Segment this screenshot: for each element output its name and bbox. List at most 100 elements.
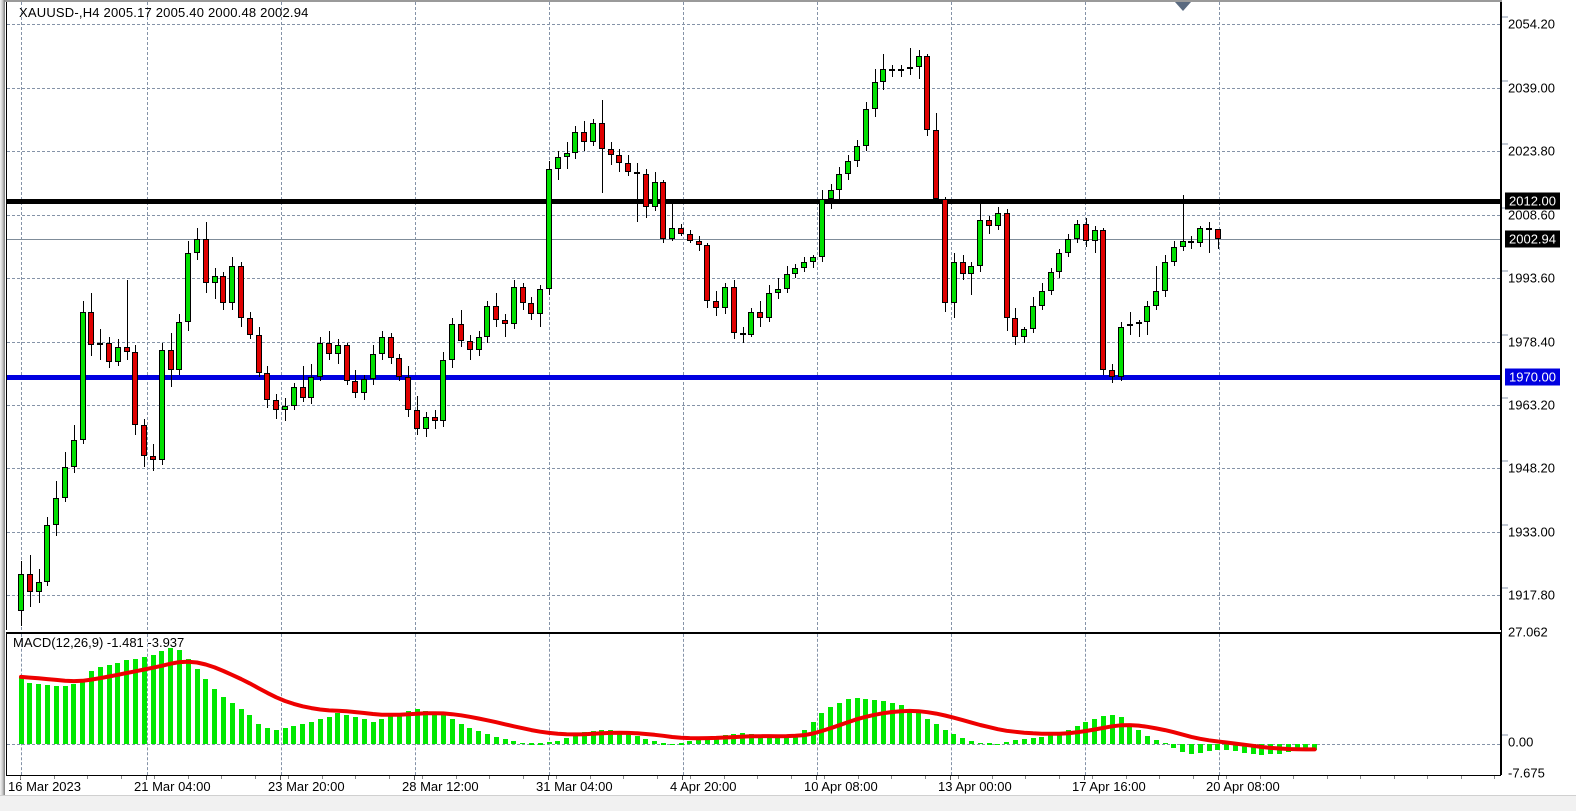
macd-histogram-bar xyxy=(916,713,922,744)
left-scroll-gutter[interactable] xyxy=(0,0,5,795)
candle-body xyxy=(62,466,68,499)
candle-wick xyxy=(910,48,911,76)
macd-histogram-bar xyxy=(203,678,209,744)
macd-histogram-bar xyxy=(273,729,279,744)
macd-histogram-bar xyxy=(229,703,235,744)
price-time-gridline-0 xyxy=(21,2,22,630)
price-level-tag-support[interactable]: 1970.00 xyxy=(1505,368,1560,386)
macd-histogram-bar xyxy=(924,719,930,744)
price-chart-pane[interactable]: XAUUSD-,H4 2005.17 2005.40 2000.48 2002.… xyxy=(6,2,1501,630)
candle-body xyxy=(1162,261,1168,291)
candle-body xyxy=(502,320,508,325)
candle-body xyxy=(202,238,209,283)
time-minor-tick xyxy=(1293,776,1294,779)
chart-position-marker-icon[interactable] xyxy=(1174,2,1191,11)
candle-body xyxy=(343,345,350,381)
candle-body xyxy=(590,123,596,143)
macd-histogram-bar xyxy=(88,670,94,744)
candle-body xyxy=(361,378,368,394)
macd-histogram-bar xyxy=(537,743,543,745)
macd-tick-label: 0.00 xyxy=(1502,734,1533,749)
price-level-tag-resistance[interactable]: 2012.00 xyxy=(1505,192,1560,210)
macd-histogram-bar xyxy=(968,740,974,744)
candle-body xyxy=(449,324,456,360)
time-minor-tick xyxy=(489,776,490,779)
time-minor-tick xyxy=(154,776,155,779)
macd-histogram-bar xyxy=(502,738,508,744)
macd-time-gridline-8 xyxy=(1085,634,1086,775)
resistance-line-2012[interactable] xyxy=(7,198,1500,204)
candle-body xyxy=(1091,230,1098,241)
candle-body xyxy=(607,148,614,155)
candle-body xyxy=(669,228,676,239)
candle-wick xyxy=(1156,265,1157,310)
candle-body xyxy=(616,154,623,164)
macd-histogram-bar xyxy=(141,656,147,744)
macd-histogram-bar xyxy=(1039,736,1045,744)
macd-histogram-bar xyxy=(889,703,895,744)
candle-body xyxy=(862,108,869,147)
macd-time-gridline-5 xyxy=(683,634,684,775)
price-tick-mark xyxy=(1502,80,1508,82)
candle-body xyxy=(933,129,940,199)
macd-histogram-bar xyxy=(80,678,86,744)
candle-body xyxy=(625,163,632,172)
candle-body xyxy=(466,341,473,350)
macd-histogram-bar xyxy=(1100,716,1106,744)
macd-histogram-bar xyxy=(704,737,710,744)
candle-body xyxy=(1126,324,1133,327)
candle-body xyxy=(141,424,148,457)
time-minor-tick xyxy=(322,776,323,779)
macd-time-gridline-7 xyxy=(951,634,952,775)
candle-body xyxy=(414,410,420,430)
macd-histogram-bar xyxy=(344,715,350,744)
candle-body xyxy=(827,190,834,199)
price-tick-mark xyxy=(1502,143,1508,145)
price-gridline-2039.00 xyxy=(7,87,1500,89)
time-tick-mark xyxy=(548,776,549,780)
macd-indicator-pane[interactable]: MACD(12,26,9) -1.481 -3.937 xyxy=(6,632,1501,775)
candle-body xyxy=(766,293,772,319)
price-level-tag-current-price[interactable]: 2002.94 xyxy=(1505,230,1560,248)
macd-histogram-bar xyxy=(792,733,798,744)
candle-body xyxy=(1065,238,1072,254)
time-minor-tick xyxy=(188,776,189,779)
candle-body xyxy=(493,305,500,321)
time-minor-tick xyxy=(221,776,222,779)
candle-body xyxy=(915,56,922,67)
candle-body xyxy=(510,286,517,325)
macd-signal-path xyxy=(19,659,1317,752)
candle-wick xyxy=(901,64,902,78)
macd-histogram-bar xyxy=(687,740,693,744)
candle-body xyxy=(546,169,552,289)
candle-body xyxy=(722,286,728,308)
candle-body xyxy=(317,343,324,377)
support-line-1970[interactable] xyxy=(7,374,1500,380)
macd-histogram-bar xyxy=(432,712,438,744)
macd-histogram-bar xyxy=(493,736,499,744)
time-minor-tick xyxy=(456,776,457,779)
candle-body xyxy=(1047,272,1054,291)
macd-histogram-bar xyxy=(18,676,24,744)
candle-body xyxy=(299,387,306,398)
candle-body xyxy=(70,439,77,467)
macd-histogram-bar xyxy=(995,743,1001,746)
macd-histogram-bar xyxy=(115,662,121,744)
candle-body xyxy=(273,399,280,411)
candle-body xyxy=(282,406,288,411)
macd-histogram-bar xyxy=(1012,739,1018,744)
candle-body xyxy=(1030,305,1036,329)
price-gridline-1993.60 xyxy=(7,277,1500,279)
macd-histogram-bar xyxy=(581,732,587,744)
candle-body xyxy=(1188,240,1195,243)
candle-body xyxy=(1038,290,1045,306)
macd-histogram-bar xyxy=(748,734,754,744)
macd-histogram-bar xyxy=(27,682,33,744)
macd-histogram-bar xyxy=(256,723,262,744)
time-minor-tick xyxy=(992,776,993,779)
time-tick-label: 20 Apr 08:00 xyxy=(1206,779,1280,794)
macd-time-gridline-6 xyxy=(817,634,818,775)
macd-histogram-bar xyxy=(757,734,763,744)
price-axis[interactable]: 2054.20 2039.00 2023.80 2008.60 1993.60 1978.… xyxy=(1502,0,1576,795)
candle-body xyxy=(1012,318,1019,337)
